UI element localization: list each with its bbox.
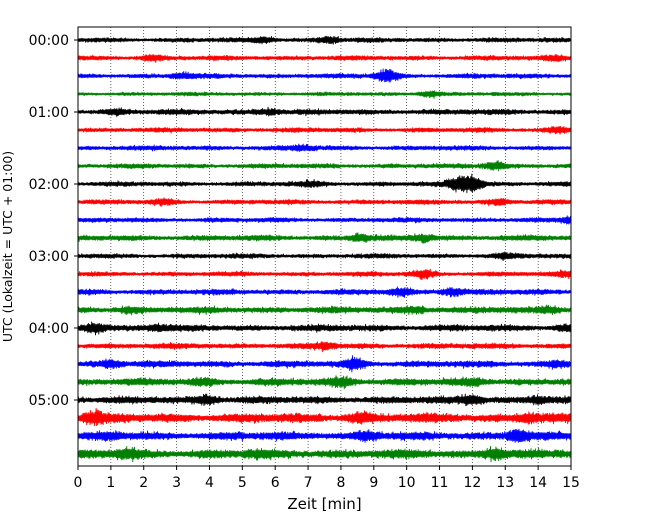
seismic-traces [77,35,572,463]
trace-00:15 [77,53,572,63]
x-tick-label: 12 [463,475,481,491]
trace-04:30 [77,355,572,373]
x-tick-label: 7 [304,475,313,491]
x-tick-label: 3 [172,475,181,491]
trace-03:15 [77,268,572,281]
y-tick-label: 02:00 [29,177,69,193]
trace-03:30 [77,286,572,298]
y-tick-label: 04:00 [29,321,69,337]
x-tick-label: 5 [238,475,247,491]
grid-lines [110,27,539,466]
x-tick-label: 11 [431,475,449,491]
plot-frame [77,26,572,467]
trace-04:00 [77,321,572,336]
x-tick-label: 1 [106,475,115,491]
trace-05:30 [77,428,572,443]
trace-02:15 [77,197,572,207]
trace-01:30 [77,143,572,153]
x-tick-label: 15 [562,475,580,491]
trace-00:30 [77,68,572,83]
y-tick-label: 01:00 [29,105,69,121]
x-tick-label: 14 [529,475,547,491]
trace-05:15 [77,407,572,427]
x-tick-label: 4 [205,475,214,491]
trace-03:00 [77,251,572,261]
x-tick-label: 10 [398,475,416,491]
x-tick-label: 13 [496,475,514,491]
trace-03:45 [77,304,572,316]
y-axis-ticks: 00:00 01:00 02:00 03:00 04:00 05:00 [29,33,78,409]
y-tick-label: 05:00 [29,393,69,409]
trace-00:00 [77,35,572,45]
x-axis-ticks: 0 1 2 3 4 5 6 7 8 9 10 11 12 13 14 15 [74,466,580,491]
y-tick-label: 00:00 [29,33,69,49]
trace-01:15 [77,126,572,135]
x-axis-label: Zeit [min] [287,495,361,513]
x-tick-label: 0 [74,475,83,491]
y-tick-label: 03:00 [29,249,69,265]
trace-05:45 [77,446,572,463]
x-tick-label: 8 [336,475,345,491]
x-tick-label: 9 [369,475,378,491]
trace-02:30 [77,215,572,225]
x-tick-label: 6 [271,475,280,491]
trace-04:45 [77,375,572,390]
trace-02:45 [77,232,572,244]
trace-05:00 [77,393,572,407]
trace-04:15 [77,341,572,353]
trace-01:00 [77,106,572,117]
trace-00:45 [77,90,572,99]
trace-02:00 [77,173,572,194]
y-axis-label: UTC (Lokalzeit = UTC + 01:00) [0,151,15,342]
x-tick-label: 2 [139,475,148,491]
trace-01:45 [77,160,572,172]
